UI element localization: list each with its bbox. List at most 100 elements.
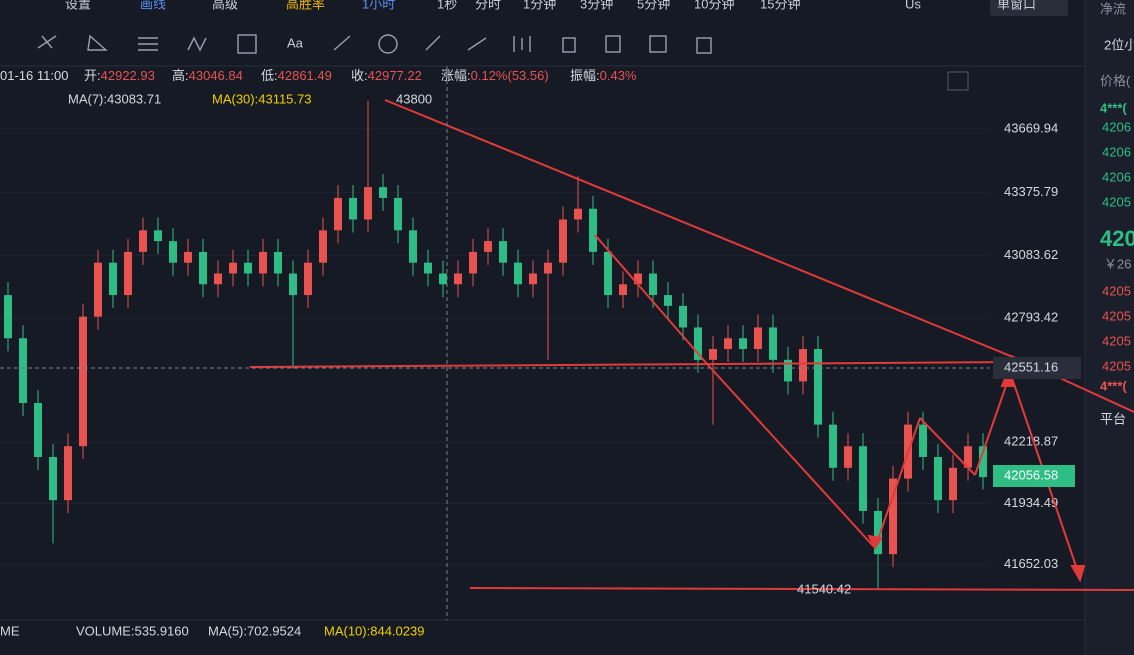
side-top: 4***( [1100,100,1127,115]
info-value: 42861.49 [278,68,332,83]
candle-body [154,230,162,242]
candle-body [784,359,792,382]
candle-body [964,446,972,468]
drawing-tools[interactable] [37,34,712,54]
candle-body [709,349,717,360]
candle-body [484,241,492,252]
side-ask: 4205 [1102,194,1131,209]
side-bid: 4205 [1102,308,1131,323]
info-field: 高:43046.84 [172,68,243,83]
side-platform: 平台 [1100,411,1126,426]
candle-body [64,446,72,501]
candle-body [889,478,897,555]
info-row: 01-16 11:00 [0,68,68,83]
info-value: 42922.93 [101,68,155,83]
tool[interactable]: 设置 [65,0,91,11]
candle-body [574,208,582,220]
info-field: 开:42922.93 [84,68,155,83]
interval[interactable]: 15分钟 [760,0,800,11]
info-field: 振幅:0.43% [570,68,637,83]
tool[interactable]: 画线 [140,0,166,11]
window-label[interactable]: 单窗口 [997,0,1036,11]
info-value: 42977.22 [368,68,422,83]
candle-body [769,327,777,360]
volume-ma5: MA(5):702.9524 [208,623,301,638]
y-tick-label: 42793.42 [1004,310,1058,325]
candle-body [499,241,507,263]
y-tick-label: 43083.62 [1004,247,1058,262]
low-label: 41540.42 [797,581,851,596]
side-cny: ￥26 [1104,256,1131,271]
candle-body [199,251,207,285]
candle-body [34,403,42,457]
candle-body [4,295,12,339]
candle-body [724,338,732,350]
tool[interactable]: 高胜率 [286,0,325,11]
text-tool[interactable]: Aa [287,35,304,50]
interval[interactable]: 分时 [475,0,501,11]
time: 01-16 11:00 [0,68,68,83]
candle-body [739,338,747,350]
interval[interactable]: 5分钟 [637,0,670,11]
info-label: 振幅: [570,68,600,83]
candle-body [559,219,567,263]
candle-body [169,241,177,263]
interval[interactable]: 10分钟 [694,0,734,11]
ma7: MA(7):43083.71 [68,91,161,106]
toolbar: 设置 画线 高级 高胜率 1小时 1秒 分时 1分钟 3分钟 5分钟 10分钟 … [65,0,1068,16]
side-bid: 4205 [1102,283,1131,298]
candle-body [274,251,282,274]
side-ask: 4206 [1102,169,1131,184]
candle-body [754,327,762,350]
candle-body [244,262,252,274]
y-tick-label: 42218.87 [1004,434,1058,449]
candle-body [829,424,837,468]
volume: VOLUME:535.9160 [76,623,189,638]
candle-body [619,284,627,296]
candle-body [919,424,927,457]
y-tick-label: 41934.49 [1004,495,1058,510]
candle-body [184,251,192,263]
info-label: 高: [172,68,189,83]
crosshair-price: 42551.16 [1004,359,1058,374]
candle-body [304,262,312,296]
candle-body [454,273,462,285]
interval[interactable]: 1小时 [362,0,395,11]
candle-body [379,187,387,198]
info-fields: 开:42922.93 高:43046.84 低:42861.49 收:42977.22… [84,68,637,83]
candle-body [259,251,267,274]
tool[interactable]: Us [905,0,921,11]
fullscreen-button[interactable] [947,71,969,91]
interval[interactable]: 1分钟 [523,0,556,11]
window-button[interactable] [990,0,1068,16]
candle-body [139,230,147,252]
side-ask: 4206 [1102,119,1131,134]
candle-body [934,456,942,501]
candle-body [694,327,702,360]
interval[interactable]: 3分钟 [580,0,613,11]
interval[interactable]: 1秒 [437,0,457,11]
info-label: 低: [261,68,278,83]
side-panel-bg [1086,0,1134,655]
candle-body [439,273,447,285]
candle-body [874,510,882,555]
candle-body [664,295,672,306]
candle-body [589,208,597,252]
info-label: 收: [351,68,368,83]
tool[interactable]: 高级 [212,0,238,11]
side-digits: 2位小 [1104,37,1134,52]
candle-body [679,305,687,328]
plot: 43669.94 43375.79 43083.62 42793.42 42218.87… [0,100,1058,589]
candle-body [979,446,987,478]
candle-body [544,262,552,274]
side-ask: 4206 [1102,144,1131,159]
candle-body [349,197,357,220]
y-tick-label: 43669.94 [1004,120,1058,135]
candle-body [604,251,612,296]
info-value: 43046.84 [189,68,243,83]
info-field: 涨幅:0.12%(53.56) [441,68,549,83]
candle-body [49,456,57,501]
candle-body [79,316,87,447]
candle-body [514,262,522,285]
candle-body [19,338,27,404]
